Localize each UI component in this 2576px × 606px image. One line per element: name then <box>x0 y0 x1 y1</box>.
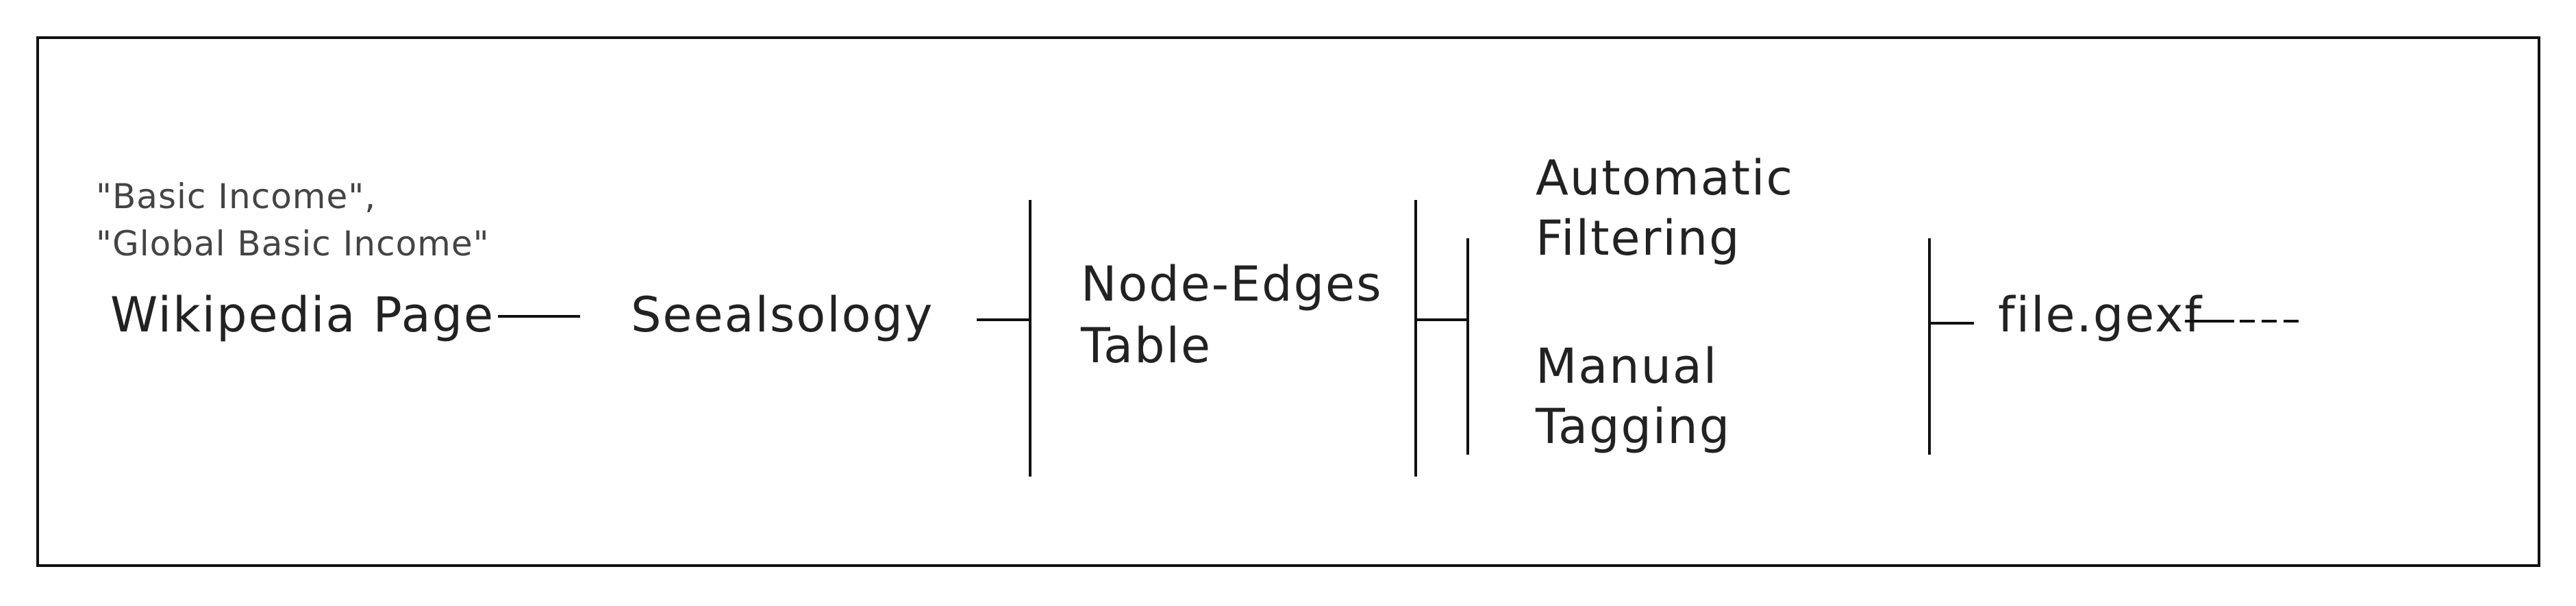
bracket-table-left <box>1029 200 1031 477</box>
trailing-dash-3 <box>2284 320 2299 323</box>
output-file-node: file.gexf <box>1998 287 2203 343</box>
query-line-2: "Global Basic Income" <box>96 224 490 264</box>
connector-table-processing <box>1414 318 1469 321</box>
seealsology-node: Seealsology <box>631 287 934 343</box>
wikipedia-page-node: Wikipedia Page <box>110 287 495 343</box>
bracket-processing-left <box>1466 238 1469 455</box>
query-line-1: "Basic Income", <box>96 177 377 216</box>
node-edges-table-line-2: Table <box>1081 318 1212 374</box>
bracket-processing-right <box>1928 238 1931 455</box>
trailing-dash-2 <box>2262 320 2277 323</box>
manual-tagging-line-2: Tagging <box>1536 399 1731 455</box>
manual-tagging-line-1: Manual <box>1536 338 1718 394</box>
bracket-table-right <box>1414 200 1417 477</box>
automatic-filtering-line-2: Filtering <box>1536 210 1741 266</box>
connector-seealsology-table <box>977 318 1029 321</box>
connector-output-trailing <box>2185 320 2234 323</box>
connector-wikipedia-seealsology <box>498 315 580 318</box>
diagram-frame <box>36 36 2540 567</box>
node-edges-table-line-1: Node-Edges <box>1081 256 1383 312</box>
trailing-dash-1 <box>2240 320 2255 323</box>
connector-processing-output <box>1928 322 1974 325</box>
automatic-filtering-line-1: Automatic <box>1536 150 1794 206</box>
